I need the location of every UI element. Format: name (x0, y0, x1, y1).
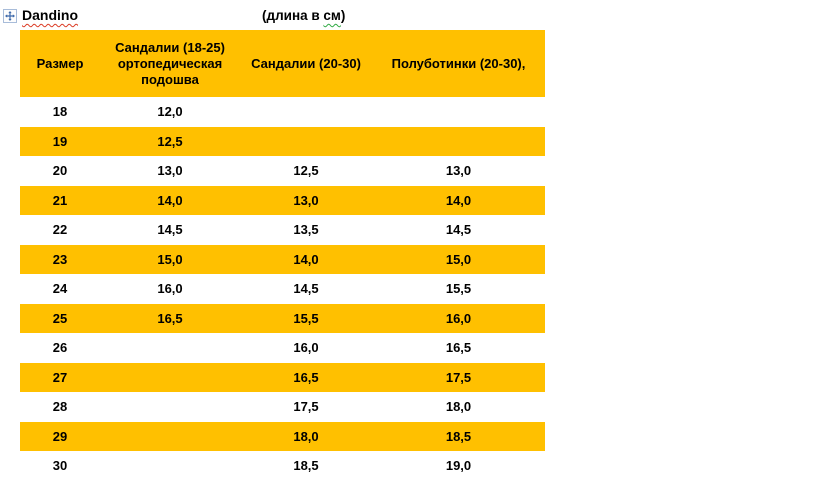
table-row: 22 14,5 13,5 14,5 (20, 215, 545, 245)
size-cell: 27 (20, 362, 100, 392)
length-cell (100, 362, 240, 392)
length-cell: 13,0 (100, 156, 240, 186)
table-move-handle[interactable] (3, 9, 17, 23)
length-cell (100, 421, 240, 451)
length-cell (100, 451, 240, 480)
length-cell: 19,0 (372, 451, 545, 480)
size-table-body: 18 12,0 19 12,5 20 13,0 12,5 13,0 21 14,0 13,0 14,0… (20, 97, 545, 480)
table-header: Размер Сандалии (18-25) ортопедическая п… (20, 30, 545, 97)
note-unit-word: см (323, 8, 341, 23)
size-cell: 20 (20, 156, 100, 186)
table-row: 18 12,0 (20, 97, 545, 127)
column-header-low-shoes: Полуботинки (20-30), (372, 30, 545, 97)
length-cell: 13,5 (240, 215, 372, 245)
column-header-sandals-ortho: Сандалии (18-25) ортопедическая подошва (100, 30, 240, 97)
length-cell: 15,0 (100, 244, 240, 274)
brand-title-text: Dandino (22, 7, 78, 23)
header-row: Размер Сандалии (18-25) ортопедическая п… (20, 30, 545, 97)
length-cell: 12,5 (100, 126, 240, 156)
size-cell: 28 (20, 392, 100, 422)
length-cell: 15,5 (372, 274, 545, 304)
size-cell: 29 (20, 421, 100, 451)
size-table: Размер Сандалии (18-25) ортопедическая п… (20, 30, 545, 480)
length-cell (372, 97, 545, 127)
size-cell: 30 (20, 451, 100, 480)
length-cell: 13,0 (372, 156, 545, 186)
note-prefix: (длина в (262, 8, 324, 23)
length-cell: 13,0 (240, 185, 372, 215)
length-cell: 14,5 (240, 274, 372, 304)
brand-title: Dandino (22, 6, 78, 25)
length-cell: 17,5 (240, 392, 372, 422)
table-row: 19 12,5 (20, 126, 545, 156)
length-cell (372, 126, 545, 156)
length-cell: 18,5 (240, 451, 372, 480)
length-cell: 14,5 (100, 215, 240, 245)
size-cell: 23 (20, 244, 100, 274)
length-cell: 18,5 (372, 421, 545, 451)
table-row: 20 13,0 12,5 13,0 (20, 156, 545, 186)
size-cell: 19 (20, 126, 100, 156)
size-cell: 18 (20, 97, 100, 127)
length-cell: 17,5 (372, 362, 545, 392)
length-cell: 16,5 (372, 333, 545, 363)
length-cell: 12,0 (100, 97, 240, 127)
length-cell (100, 392, 240, 422)
table-row: 30 18,5 19,0 (20, 451, 545, 480)
length-cell: 16,0 (100, 274, 240, 304)
length-cell: 12,5 (240, 156, 372, 186)
four-way-arrow-icon (5, 11, 15, 21)
table-row: 29 18,0 18,5 (20, 421, 545, 451)
table-row: 27 16,5 17,5 (20, 362, 545, 392)
length-cell (240, 97, 372, 127)
length-unit-note: (длина в см) (262, 7, 345, 25)
table-row: 23 15,0 14,0 15,0 (20, 244, 545, 274)
size-cell: 24 (20, 274, 100, 304)
length-cell: 16,5 (240, 362, 372, 392)
table-row: 26 16,0 16,5 (20, 333, 545, 363)
size-cell: 26 (20, 333, 100, 363)
length-cell: 14,5 (372, 215, 545, 245)
size-cell: 22 (20, 215, 100, 245)
length-cell: 15,0 (372, 244, 545, 274)
column-header-sandals: Сандалии (20-30) (240, 30, 372, 97)
length-cell: 16,0 (372, 303, 545, 333)
length-cell: 14,0 (240, 244, 372, 274)
size-cell: 21 (20, 185, 100, 215)
table-row: 21 14,0 13,0 14,0 (20, 185, 545, 215)
size-cell: 25 (20, 303, 100, 333)
length-cell: 16,0 (240, 333, 372, 363)
length-cell: 14,0 (372, 185, 545, 215)
column-header-size: Размер (20, 30, 100, 97)
note-suffix: ) (340, 8, 346, 23)
length-cell: 14,0 (100, 185, 240, 215)
length-cell: 16,5 (100, 303, 240, 333)
length-cell: 18,0 (372, 392, 545, 422)
length-cell (240, 126, 372, 156)
length-cell (100, 333, 240, 363)
table-row: 24 16,0 14,5 15,5 (20, 274, 545, 304)
length-cell: 18,0 (240, 421, 372, 451)
length-cell: 15,5 (240, 303, 372, 333)
table-row: 25 16,5 15,5 16,0 (20, 303, 545, 333)
table-row: 28 17,5 18,0 (20, 392, 545, 422)
